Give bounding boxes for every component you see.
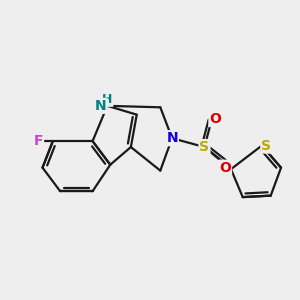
Text: F: F: [33, 134, 43, 148]
Text: H: H: [102, 93, 112, 106]
Text: O: O: [209, 112, 221, 126]
Text: N: N: [166, 131, 178, 145]
Text: O: O: [219, 161, 231, 175]
Text: S: S: [261, 139, 271, 153]
Text: S: S: [200, 140, 209, 154]
Text: N: N: [95, 99, 106, 113]
